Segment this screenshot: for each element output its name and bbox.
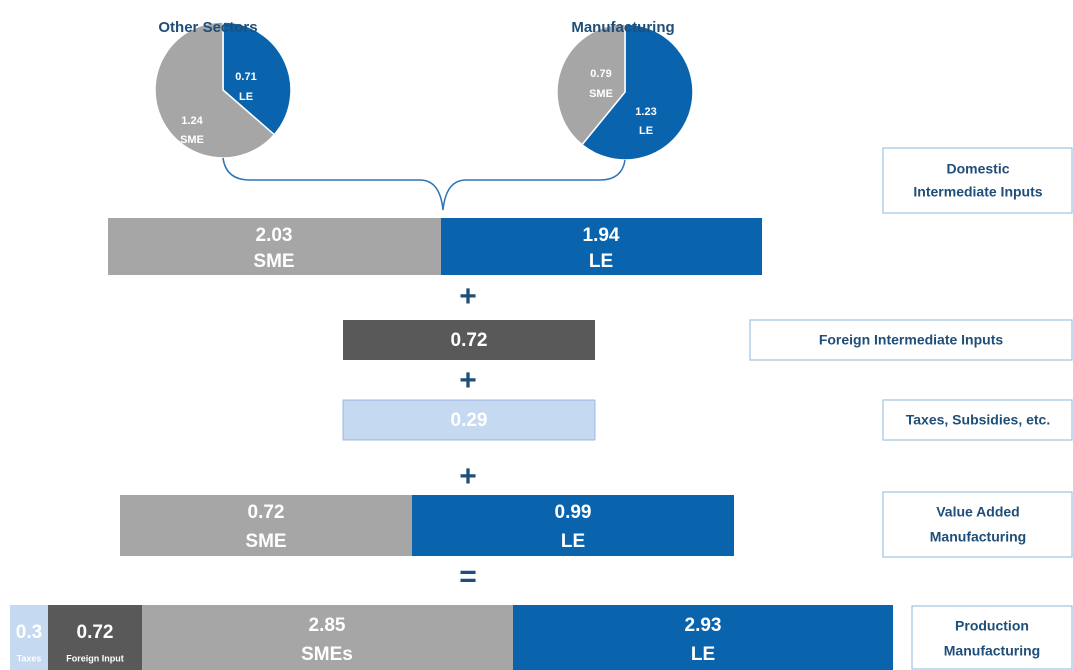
slice-label: SME: [589, 88, 613, 100]
box-text: Foreign Intermediate Inputs: [819, 332, 1004, 348]
bar-segment: [342, 399, 596, 441]
slice-label: LE: [639, 125, 653, 137]
box-text: Intermediate Inputs: [913, 184, 1042, 200]
pies: [154, 21, 694, 161]
value: 0.99: [555, 502, 592, 523]
value: 0.3: [16, 622, 42, 643]
pie-title: Manufacturing: [571, 19, 674, 36]
slice-value: 1.23: [635, 106, 656, 118]
bar-segment: [120, 495, 412, 556]
pie-slice: [222, 21, 292, 136]
slice-value: 0.71: [235, 71, 256, 83]
slice-label: SME: [180, 134, 204, 146]
label: SME: [245, 531, 286, 552]
bar-segment: [108, 218, 441, 275]
bracket: [222, 157, 626, 211]
value: 0.72: [451, 330, 488, 351]
label: SME: [253, 251, 294, 272]
pie-slice: [154, 21, 276, 159]
value: 0.72: [248, 502, 285, 523]
label: LE: [589, 251, 613, 272]
bar-segment: [10, 605, 48, 670]
bar-segment: [343, 320, 595, 360]
value: 2.03: [256, 225, 293, 246]
value: 0.29: [451, 410, 488, 431]
box-text: Value Added: [936, 504, 1020, 520]
value: 1.94: [583, 225, 620, 246]
label: Taxes: [17, 653, 42, 663]
label-box: [882, 147, 1073, 214]
bar-segment: [142, 605, 513, 670]
operator: +: [459, 280, 477, 313]
slice-label: LE: [239, 91, 253, 103]
slice-value: 0.79: [590, 68, 611, 80]
bar-segment: [513, 605, 893, 670]
label-box: [882, 491, 1073, 558]
label: LE: [691, 644, 715, 665]
bar-segment: [441, 218, 762, 275]
pie-slice: [556, 23, 626, 146]
pie-slice: [580, 23, 694, 161]
operator: =: [459, 560, 477, 593]
value: 0.72: [77, 622, 114, 643]
bar-segment: [48, 605, 142, 670]
box-text: Manufacturing: [944, 643, 1040, 659]
operator: +: [459, 460, 477, 493]
slice-value: 1.24: [181, 115, 203, 127]
pie-title: Other Sectors: [158, 19, 257, 36]
label-box: [882, 399, 1073, 441]
box-text: Production: [955, 618, 1029, 634]
operator: +: [459, 364, 477, 397]
label: Foreign Input: [66, 653, 124, 663]
box-text: Taxes, Subsidies, etc.: [906, 412, 1050, 428]
box-text: Domestic: [946, 161, 1009, 177]
value: 2.93: [685, 615, 722, 636]
box-text: Manufacturing: [930, 529, 1026, 545]
label: LE: [561, 531, 585, 552]
value: 2.85: [309, 615, 346, 636]
bar-segment: [412, 495, 734, 556]
label-box: [911, 605, 1073, 670]
label-box: [749, 319, 1073, 361]
label: SMEs: [301, 644, 353, 665]
